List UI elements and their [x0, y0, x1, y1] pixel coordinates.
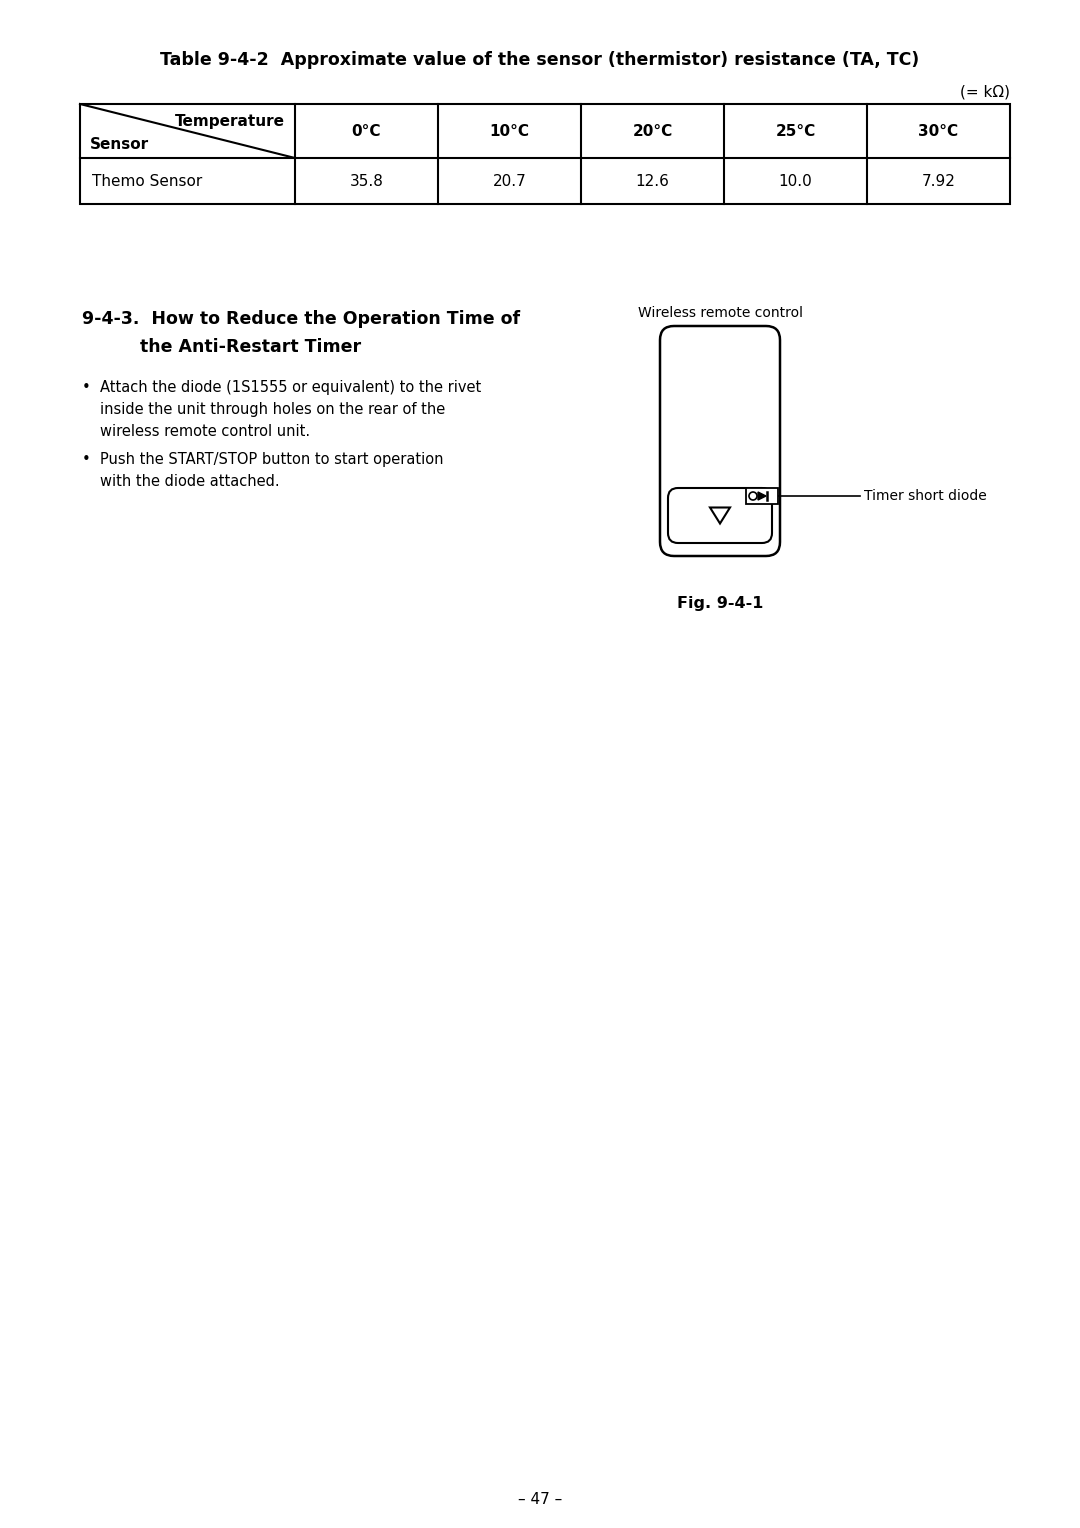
Text: 12.6: 12.6 — [635, 174, 670, 188]
Text: Sensor: Sensor — [90, 138, 149, 151]
Text: 0°C: 0°C — [352, 124, 381, 139]
Text: 30°C: 30°C — [918, 124, 959, 139]
Text: 35.8: 35.8 — [350, 174, 383, 188]
Text: Wireless remote control: Wireless remote control — [637, 306, 802, 319]
Text: 9-4-3.  How to Reduce the Operation Time of: 9-4-3. How to Reduce the Operation Time … — [82, 310, 521, 329]
Bar — [746, 487, 778, 504]
Text: 7.92: 7.92 — [921, 174, 956, 188]
Text: – 47 –: – 47 – — [518, 1493, 562, 1508]
Text: •  Attach the diode (1S1555 or equivalent) to the rivet: • Attach the diode (1S1555 or equivalent… — [82, 380, 482, 396]
Text: with the diode attached.: with the diode attached. — [100, 474, 280, 489]
Polygon shape — [758, 492, 766, 500]
Text: (= kΩ): (= kΩ) — [960, 84, 1010, 99]
Bar — [80, 104, 1010, 205]
Text: 20°C: 20°C — [633, 124, 673, 139]
Text: Temperature: Temperature — [175, 115, 285, 128]
Text: wireless remote control unit.: wireless remote control unit. — [100, 423, 310, 439]
Text: •  Push the START/STOP button to start operation: • Push the START/STOP button to start op… — [82, 452, 444, 468]
FancyBboxPatch shape — [669, 487, 772, 542]
Text: inside the unit through holes on the rear of the: inside the unit through holes on the rea… — [100, 402, 445, 417]
Text: 25°C: 25°C — [775, 124, 815, 139]
Text: 20.7: 20.7 — [492, 174, 526, 188]
Text: Timer short diode: Timer short diode — [864, 489, 987, 503]
Text: Themo Sensor: Themo Sensor — [92, 174, 202, 188]
Text: Table 9-4-2  Approximate value of the sensor (thermistor) resistance (TA, TC): Table 9-4-2 Approximate value of the sen… — [160, 50, 920, 69]
Text: Fig. 9-4-1: Fig. 9-4-1 — [677, 596, 764, 611]
Text: 10.0: 10.0 — [779, 174, 812, 188]
Text: 10°C: 10°C — [489, 124, 529, 139]
Text: the Anti-Restart Timer: the Anti-Restart Timer — [140, 338, 361, 356]
FancyBboxPatch shape — [660, 325, 780, 556]
